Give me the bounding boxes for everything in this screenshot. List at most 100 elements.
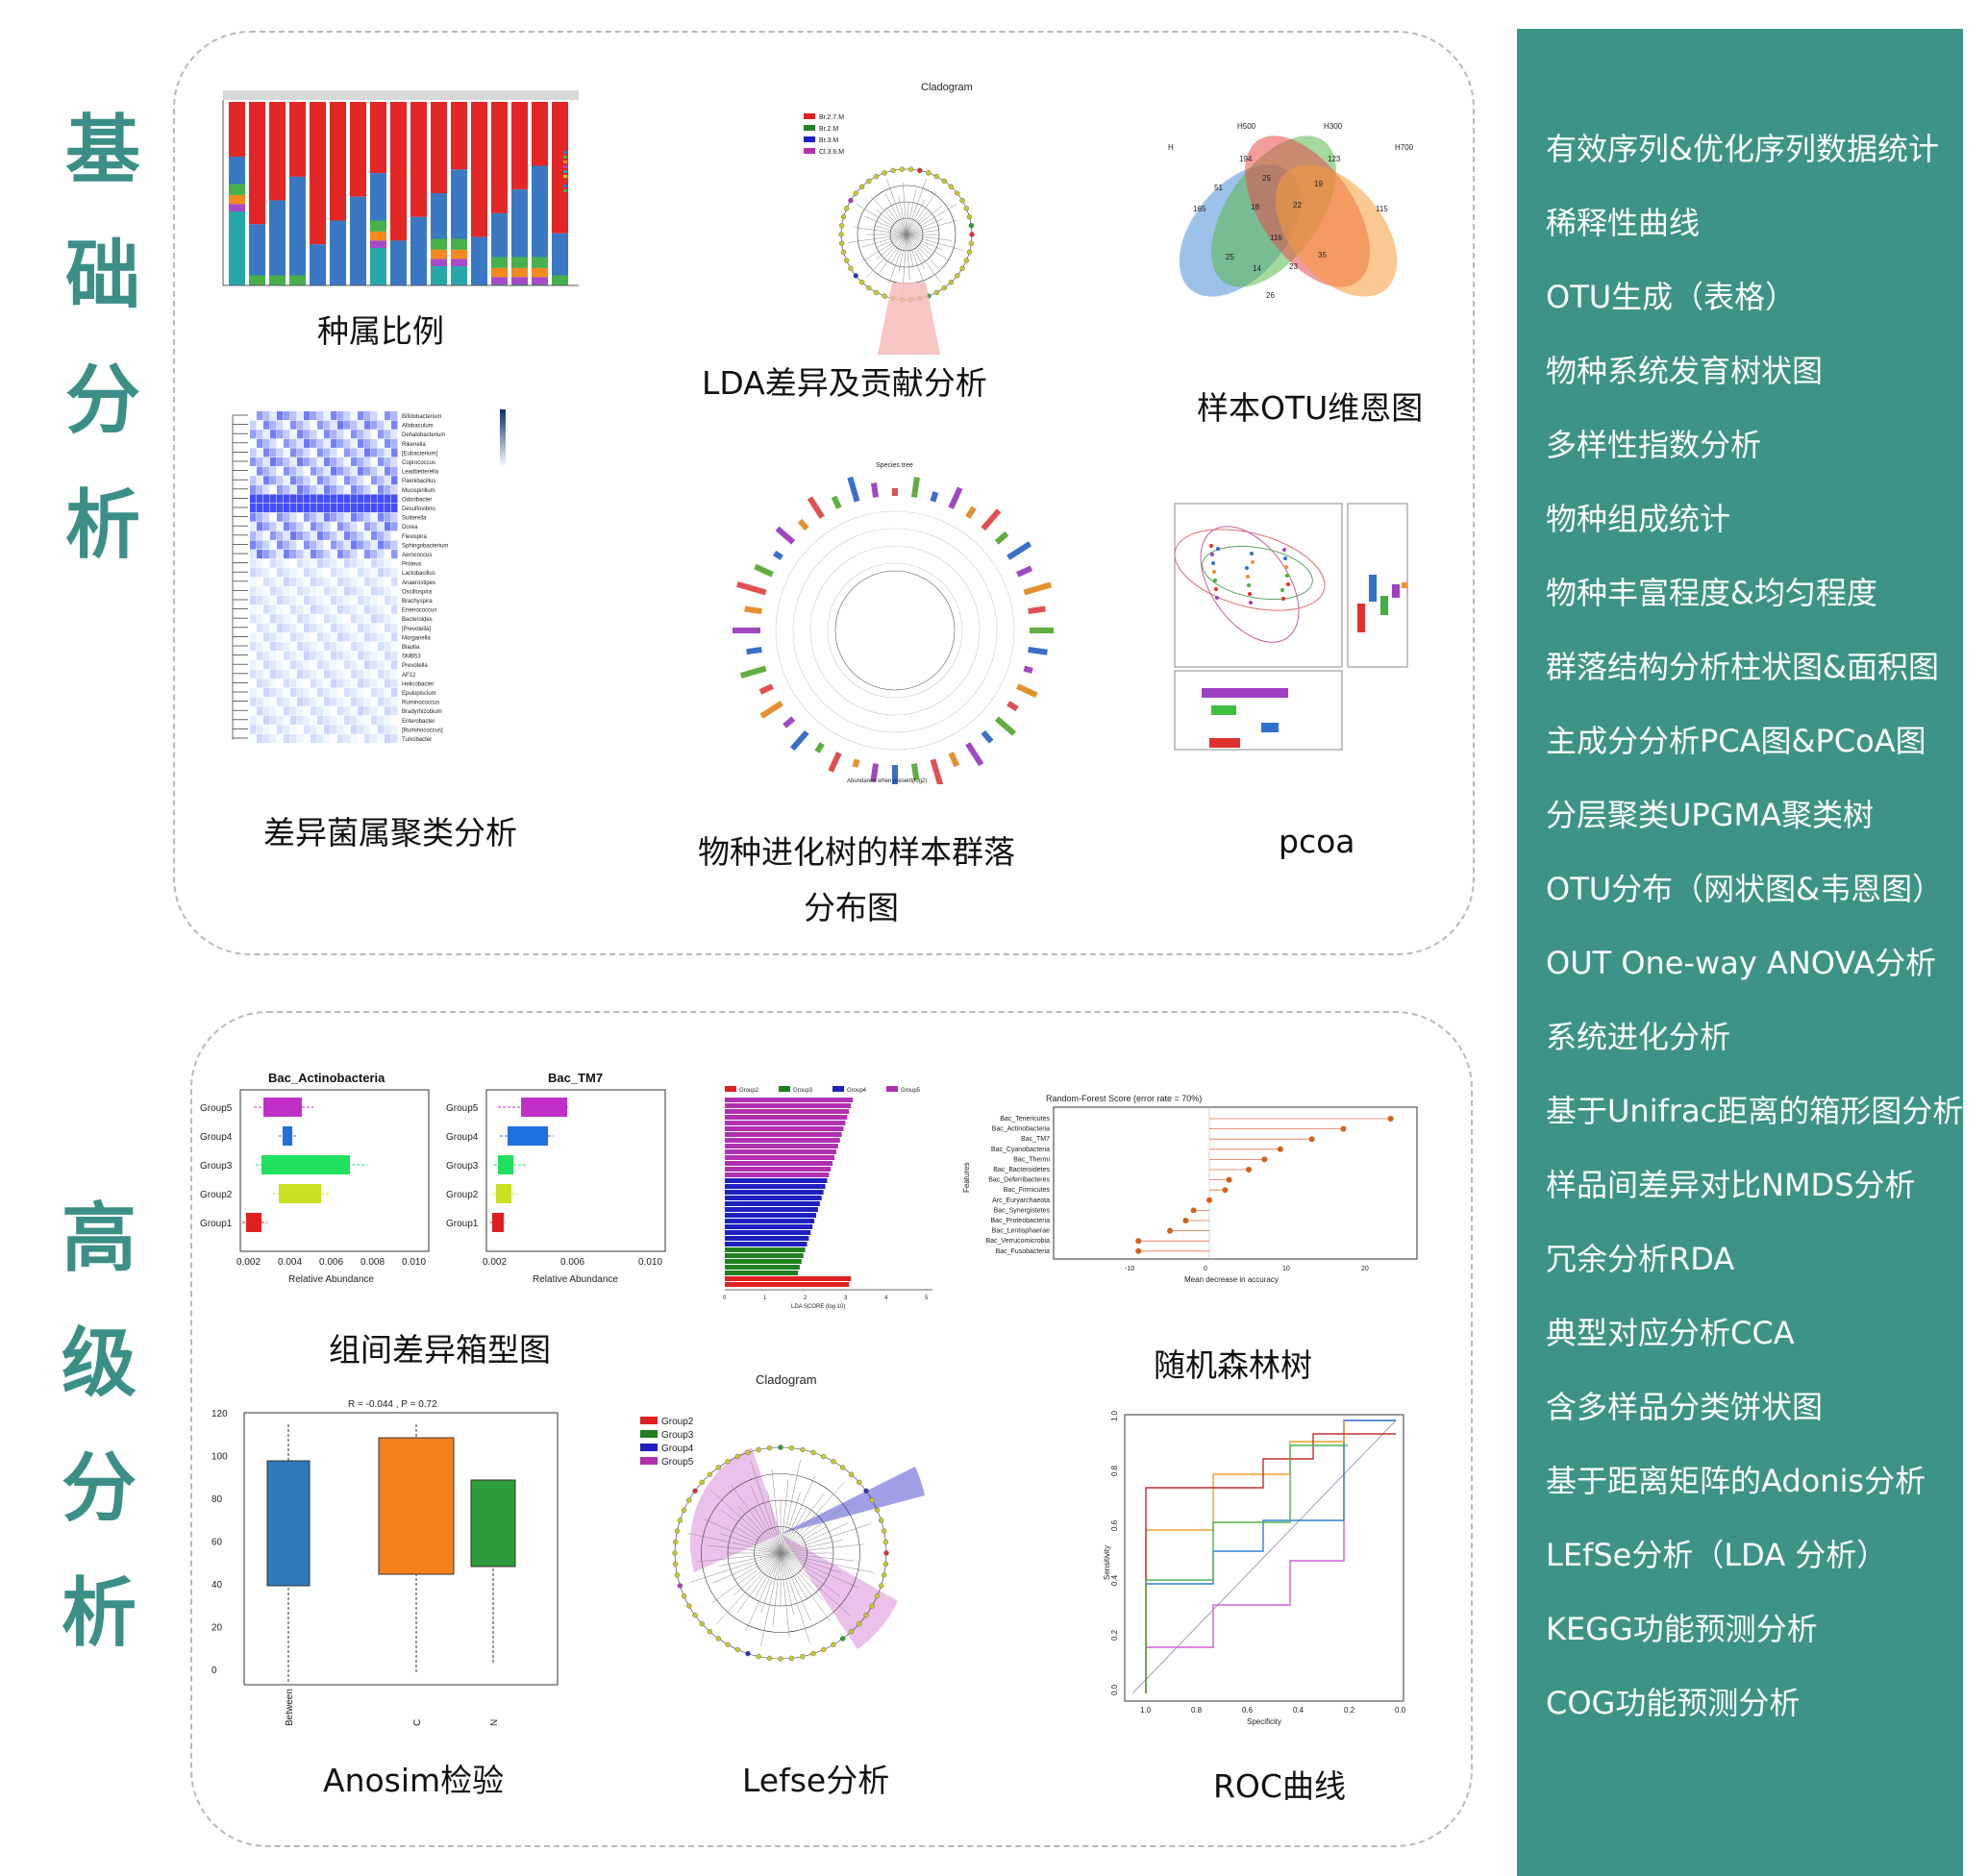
heatmap-taxon-label: Oscillospira: [402, 589, 433, 595]
clade-node: [734, 1646, 740, 1653]
clade-node: [883, 1550, 889, 1556]
y-tick: 40: [211, 1580, 223, 1591]
roc-ylabel: Sensitivity: [1103, 1545, 1111, 1580]
heatmap-taxon-label: Bacteroides: [402, 617, 433, 623]
heatmap-taxon-label: Bifidobacterium: [402, 414, 441, 420]
stack-segment: [451, 249, 467, 259]
advanced-analysis-title: 高 级 分 析: [46, 1201, 152, 1701]
venn-figure: H H500 H300 H700 165 194 123 115 51 25 19 18 22 116 25…: [1168, 122, 1414, 300]
stack-segment: [249, 102, 265, 225]
heatmap-taxon-label: Aerococcus: [402, 553, 432, 558]
stack-segment: [491, 277, 508, 284]
clade-node: [840, 249, 847, 256]
clade-node: [766, 1444, 773, 1451]
stack-segment: [289, 275, 306, 285]
sidebar-item: 含多样品分类饼状图: [1546, 1389, 1824, 1425]
anosim-figure: R = -0.044 , P = 0.72 120 100 80 60 40 20 0 Bet…: [211, 1399, 559, 1726]
clade-node: [926, 170, 932, 176]
heatmap-taxon-label: Ruminococcus: [402, 701, 439, 706]
y-tick: 120: [211, 1409, 228, 1419]
sidebar-item: 有效序列&优化序列数据统计: [1546, 131, 1939, 167]
legend-label: Group5: [901, 1088, 921, 1094]
box: [492, 1213, 504, 1232]
lda-cladogram-figure: Cladogram Br.2.7.M Br.2.M Br.3.M Cl.3.6.M: [804, 82, 975, 355]
clade-node: [848, 1629, 855, 1635]
clade-node: [966, 213, 973, 220]
y-tick: 80: [211, 1494, 223, 1505]
group-label: Group2: [446, 1190, 479, 1200]
stack-segment: [330, 220, 346, 285]
x-tick: 0.010: [402, 1257, 426, 1268]
clade-node: [917, 167, 923, 174]
lefse-figure: Cladogram Group2 Group3 Group4 Group5: [640, 1372, 925, 1662]
venn-count: 194: [1239, 155, 1253, 163]
clade-node: [707, 1629, 713, 1635]
clade-node: [863, 1612, 869, 1618]
clade-node: [881, 1572, 887, 1578]
stack-segment: [491, 257, 508, 268]
clade-node: [848, 197, 854, 204]
clade-node: [948, 279, 955, 285]
clade-node: [677, 1518, 683, 1523]
box-actino-xlabel: Relative Abundance: [288, 1274, 374, 1285]
stack-segment: [370, 240, 386, 248]
rf-feature: Bac_Actinobacteria: [992, 1126, 1050, 1133]
box-tm7-figure: Bac_TM7 Group5 Group4 Group3 Group2 Group1 0.…: [446, 1071, 666, 1285]
heatmap-taxon-label: Dehalobacterium: [402, 432, 445, 438]
lda-bar: [725, 1259, 802, 1264]
lda-bar: [725, 1172, 830, 1177]
group-label: Group1: [200, 1219, 233, 1229]
group-label: Group2: [200, 1190, 233, 1200]
rf-feature: Bac_Cyanobacteria: [991, 1147, 1050, 1153]
lda-bar: [725, 1115, 848, 1120]
sidebar-item: 物种组成统计: [1546, 501, 1731, 537]
clade-node: [857, 1479, 862, 1486]
x-tick: 0.002: [236, 1257, 261, 1268]
venn-count: 115: [1376, 205, 1388, 213]
x-tick: 10: [1282, 1266, 1290, 1272]
heatmap-taxon-label: Enterobacter: [402, 719, 435, 725]
venn-count: 123: [1328, 155, 1341, 163]
stack-segment: [370, 102, 386, 174]
rf-feature: Bac_Proteobacteria: [991, 1218, 1051, 1224]
x-tick: 0.2: [1344, 1706, 1355, 1715]
box: [246, 1213, 261, 1232]
pcoa-figure: [1174, 503, 1408, 751]
clade-node: [677, 1583, 683, 1589]
clade-node: [968, 223, 975, 229]
clade-node: [941, 178, 947, 185]
stack-segment: [310, 244, 326, 285]
venn-count: 18: [1251, 203, 1259, 211]
sidebar-item: 样品间差异对比NMDS分析: [1546, 1167, 1916, 1203]
heatmap-taxon-label: Anaerostipes: [402, 580, 435, 586]
lefse-title: Cladogram: [756, 1372, 817, 1387]
y-tick: 0.6: [1110, 1519, 1119, 1531]
y-tick: 0.0: [1110, 1684, 1119, 1695]
clade-node: [674, 1572, 681, 1578]
stack-segment: [229, 204, 245, 211]
clade-node: [853, 273, 858, 279]
caption-species-tree-2: 分布图: [804, 889, 899, 926]
box: [263, 1098, 302, 1117]
lda-bar: [725, 1236, 809, 1241]
stack-segment: [410, 216, 427, 285]
clade-node: [831, 1459, 836, 1465]
anosim-group-label: Between: [285, 1689, 295, 1726]
clade-node: [955, 190, 960, 196]
clade-node: [838, 232, 844, 237]
caption-roc: ROC曲线: [1213, 1767, 1346, 1805]
clade-node: [848, 1471, 855, 1477]
clade-node: [959, 265, 965, 272]
stack-segment: [229, 102, 245, 157]
clade-node: [810, 1650, 816, 1657]
legend-label: Group3: [661, 1430, 694, 1441]
x-tick: 0.002: [483, 1257, 507, 1268]
venn-count: 19: [1314, 180, 1323, 188]
stack-segment: [471, 236, 487, 285]
rf-feature: Bac_Lentisphaerae: [992, 1228, 1050, 1235]
x-tick: 4: [884, 1296, 888, 1301]
sidebar-item: 物种系统发育树状图: [1546, 353, 1824, 389]
y-tick: 1.0: [1110, 1410, 1119, 1421]
lda-bar: [725, 1242, 808, 1247]
basic-analysis-title: 基 础 分 析: [50, 113, 156, 613]
